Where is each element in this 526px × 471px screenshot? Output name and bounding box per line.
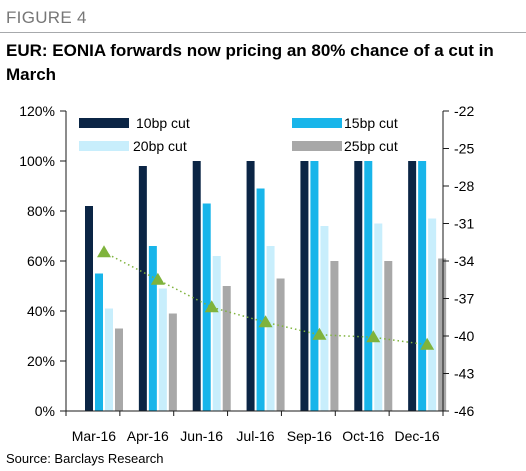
bar-10bp-cut <box>85 206 93 411</box>
y-right-tick-label: -40 <box>454 328 474 344</box>
bar-20bp-cut <box>266 246 275 411</box>
y-left-tick-label: 120% <box>19 103 55 119</box>
line-point-triangle <box>150 272 165 285</box>
bar-15bp-cut <box>364 161 373 411</box>
bar-25bp-cut <box>330 261 339 411</box>
bar-10bp-cut <box>354 161 363 411</box>
y-right-tick-label: -31 <box>454 216 474 232</box>
plot-area <box>85 161 447 411</box>
x-tick-label: Oct-16 <box>342 428 384 444</box>
bar-20bp-cut <box>212 256 221 411</box>
x-tick-label: Sep-16 <box>287 428 332 444</box>
y-right-tick-label: -43 <box>454 366 474 382</box>
legend-label: 25bp cut <box>344 138 398 154</box>
line-point-triangle <box>97 245 111 258</box>
bar-10bp-cut <box>138 166 147 411</box>
bar-20bp-cut <box>320 226 329 411</box>
legend-label: 15bp cut <box>344 115 398 131</box>
legend: 10bp cut 15bp cut 20bp cut 25bp cut <box>79 115 398 154</box>
bar-10bp-cut <box>408 161 417 411</box>
x-tick-label: Jul-16 <box>236 428 274 444</box>
bar-15bp-cut <box>148 246 157 411</box>
bar-25bp-cut <box>115 328 123 411</box>
x-tick-label: Jun-16 <box>180 428 223 444</box>
x-tick-label: Apr-16 <box>127 428 169 444</box>
bar-25bp-cut <box>438 258 447 411</box>
y-right-tick-label: -25 <box>454 141 474 157</box>
line-point-triangle <box>204 300 219 313</box>
legend-swatch <box>79 118 129 128</box>
y-right-tick-label: -46 <box>454 403 474 419</box>
bar-20bp-cut <box>428 218 437 411</box>
y-right-tick-label: -22 <box>454 103 474 119</box>
axes: 0% 20% 40% 60% 80% 100% 120% -22 -25 -28 -31 -34 -37… <box>19 103 474 444</box>
bar-10bp-cut <box>300 161 309 411</box>
bar-10bp-cut <box>246 161 255 411</box>
y-left-tick-label: 80% <box>27 203 55 219</box>
y-right-tick-label: -34 <box>454 253 474 269</box>
bar-20bp-cut <box>374 223 383 411</box>
line-point-triangle <box>312 327 327 340</box>
line-point-triangle <box>258 315 273 328</box>
figure-label: FIGURE 4 <box>6 8 87 27</box>
bar-25bp-cut <box>384 261 393 411</box>
legend-label: 20bp cut <box>133 138 187 154</box>
line-point-triangle <box>420 337 435 350</box>
y-right-tick-label: -28 <box>454 178 474 194</box>
legend-label: 10bp cut <box>136 115 190 131</box>
bar-15bp-cut <box>202 203 211 411</box>
y-left-tick-label: 40% <box>27 303 55 319</box>
y-left-tick-label: 0% <box>35 403 55 419</box>
bar-15bp-cut <box>418 161 427 411</box>
bar-25bp-cut <box>168 313 177 411</box>
x-tick-label: Dec-16 <box>395 428 440 444</box>
line-point-triangle <box>366 330 381 343</box>
legend-swatch <box>292 141 342 151</box>
bar-20bp-cut <box>158 288 167 411</box>
source-note: Source: Barclays Research <box>6 451 164 466</box>
title-divider <box>0 32 526 33</box>
y-left-tick-label: 20% <box>27 353 55 369</box>
bar-25bp-cut <box>276 278 285 411</box>
y-right-tick-label: -37 <box>454 291 474 307</box>
legend-swatch <box>292 118 342 128</box>
bar-10bp-cut <box>192 161 201 411</box>
legend-swatch <box>79 141 129 151</box>
chart-title: EUR: EONIA forwards now pricing an 80% c… <box>6 41 494 84</box>
y-left-tick-label: 60% <box>27 253 55 269</box>
bar-15bp-cut <box>256 188 265 411</box>
bar-25bp-cut <box>222 286 231 411</box>
bar-15bp-cut <box>95 273 103 411</box>
bar-15bp-cut <box>310 161 319 411</box>
x-tick-label: Mar-16 <box>72 428 117 444</box>
y-left-tick-label: 100% <box>19 153 55 169</box>
bar-20bp-cut <box>105 308 113 411</box>
